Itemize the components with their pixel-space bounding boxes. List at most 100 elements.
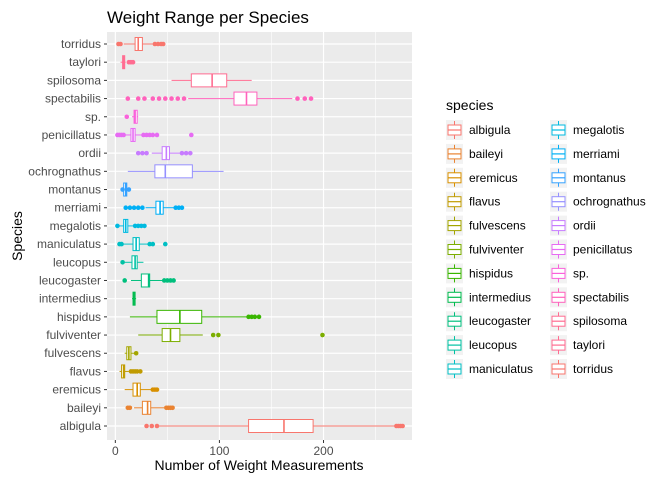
legend-item-intermedius: intermedius <box>446 287 531 308</box>
outlier-point <box>179 150 185 156</box>
iqr-box <box>140 273 151 288</box>
outlier-point <box>118 41 123 47</box>
plot-panel <box>107 32 412 440</box>
box-leucogaster <box>122 273 176 288</box>
outlier-point <box>120 259 125 265</box>
iqr-box <box>190 73 228 88</box>
outlier-point <box>150 241 156 247</box>
legend-item-sp: sp. <box>550 263 589 284</box>
y-tick-label: taylori <box>69 55 101 69</box>
legend-item-megalotis: megalotis <box>550 120 624 140</box>
outlier-point <box>121 132 126 138</box>
box-spilosoma <box>171 73 252 88</box>
box-albigula <box>144 419 405 433</box>
legend-item-albigula: albigula <box>446 120 511 140</box>
legend-item-torridus: torridus <box>550 359 613 379</box>
legend-label: spectabilis <box>573 290 629 304</box>
box-torridus <box>116 37 166 51</box>
legend-label: albigula <box>469 123 511 137</box>
outlier-point <box>119 241 124 247</box>
box-flavus <box>119 364 143 379</box>
outlier-point <box>175 96 181 101</box>
y-tick-label: torridus <box>61 37 101 51</box>
legend-item-flavus: flavus <box>446 191 500 212</box>
x-axis-title: Number of Weight Measurements <box>154 457 363 473</box>
outlier-point <box>308 96 314 101</box>
legend-label: baileyi <box>469 147 503 161</box>
box-penicillatus <box>115 127 194 142</box>
outlier-point <box>122 278 127 283</box>
legend-label: sp. <box>573 266 589 280</box>
box-maniculatus <box>117 237 168 252</box>
outlier-point <box>142 223 147 229</box>
outlier-point <box>130 59 136 65</box>
iqr-box <box>248 419 314 433</box>
outlier-point <box>123 205 129 211</box>
outlier-point <box>179 205 185 211</box>
outlier-point <box>216 332 221 338</box>
legend-label: ordii <box>573 219 596 233</box>
y-tick-label: baileyi <box>67 401 101 415</box>
legend-label: maniculatus <box>469 362 533 376</box>
legend-label: leucopus <box>469 338 517 352</box>
legend-label: taylori <box>573 338 605 352</box>
box-hispidus <box>129 309 262 324</box>
box-intermedius <box>131 291 137 306</box>
legend-item-hispidus: hispidus <box>446 263 513 284</box>
iqr-box <box>233 91 258 106</box>
y-tick-label: intermedius <box>39 292 101 306</box>
legend-item-ordii: ordii <box>550 215 596 236</box>
legend-label: hispidus <box>469 266 513 280</box>
outlier-point <box>160 41 166 47</box>
legend-label: fulvescens <box>469 219 526 233</box>
legend-title: species <box>446 97 493 113</box>
outlier-point <box>140 150 145 156</box>
legend-item-ochrognathus: ochrognathus <box>550 191 646 212</box>
outlier-point <box>115 223 120 229</box>
legend-label: torridus <box>573 362 613 376</box>
outlier-point <box>135 96 141 101</box>
outlier-point <box>302 96 308 101</box>
legend-label: merriami <box>573 147 620 161</box>
box-spectabilis <box>125 91 314 106</box>
outlier-point <box>144 150 149 156</box>
y-tick-label: penicillatus <box>42 128 101 142</box>
outlier-point <box>156 96 162 101</box>
outlier-point <box>125 96 131 101</box>
legend-item-fulvescens: fulvescens <box>446 215 526 236</box>
outlier-point <box>120 187 125 192</box>
legend-item-leucogaster: leucogaster <box>446 311 531 332</box>
legend-item-spilosoma: spilosoma <box>550 311 627 332</box>
legend-label: penicillatus <box>573 243 632 257</box>
x-tick-label: 0 <box>112 444 119 458</box>
box-ochrognathus <box>127 164 224 179</box>
legend-item-spectabilis: spectabilis <box>550 287 629 308</box>
iqr-box <box>141 400 152 415</box>
legend: species albigula baileyi eremicus flavus ful… <box>446 97 646 379</box>
y-tick-label: ordii <box>78 146 101 160</box>
y-tick-label: hispidus <box>57 310 101 324</box>
legend-label: ochrognathus <box>573 195 646 209</box>
legend-label: spilosoma <box>573 314 627 328</box>
outlier-point <box>154 132 160 138</box>
outlier-point <box>144 423 149 429</box>
y-tick-label: spectabilis <box>45 92 101 106</box>
outlier-point <box>140 205 145 211</box>
legend-item-fulviventer: fulviventer <box>446 239 524 260</box>
legend-item-montanus: montanus <box>550 167 626 188</box>
legend-label: eremicus <box>469 171 518 185</box>
legend-item-baileyi: baileyi <box>446 143 503 164</box>
legend-item-penicillatus: penicillatus <box>550 239 632 260</box>
y-tick-label: leucopus <box>53 255 101 269</box>
y-tick-label: eremicus <box>52 383 101 397</box>
legend-item-maniculatus: maniculatus <box>446 359 533 379</box>
outlier-point <box>126 187 132 192</box>
outlier-point <box>210 332 216 338</box>
y-axis-title: Species <box>9 211 25 261</box>
legend-item-taylori: taylori <box>550 335 605 356</box>
boxes <box>115 37 405 433</box>
box-sp <box>124 109 139 124</box>
y-tick-label: fulviventer <box>46 328 101 342</box>
box-montanus <box>120 182 132 197</box>
outlier-point <box>150 96 156 101</box>
